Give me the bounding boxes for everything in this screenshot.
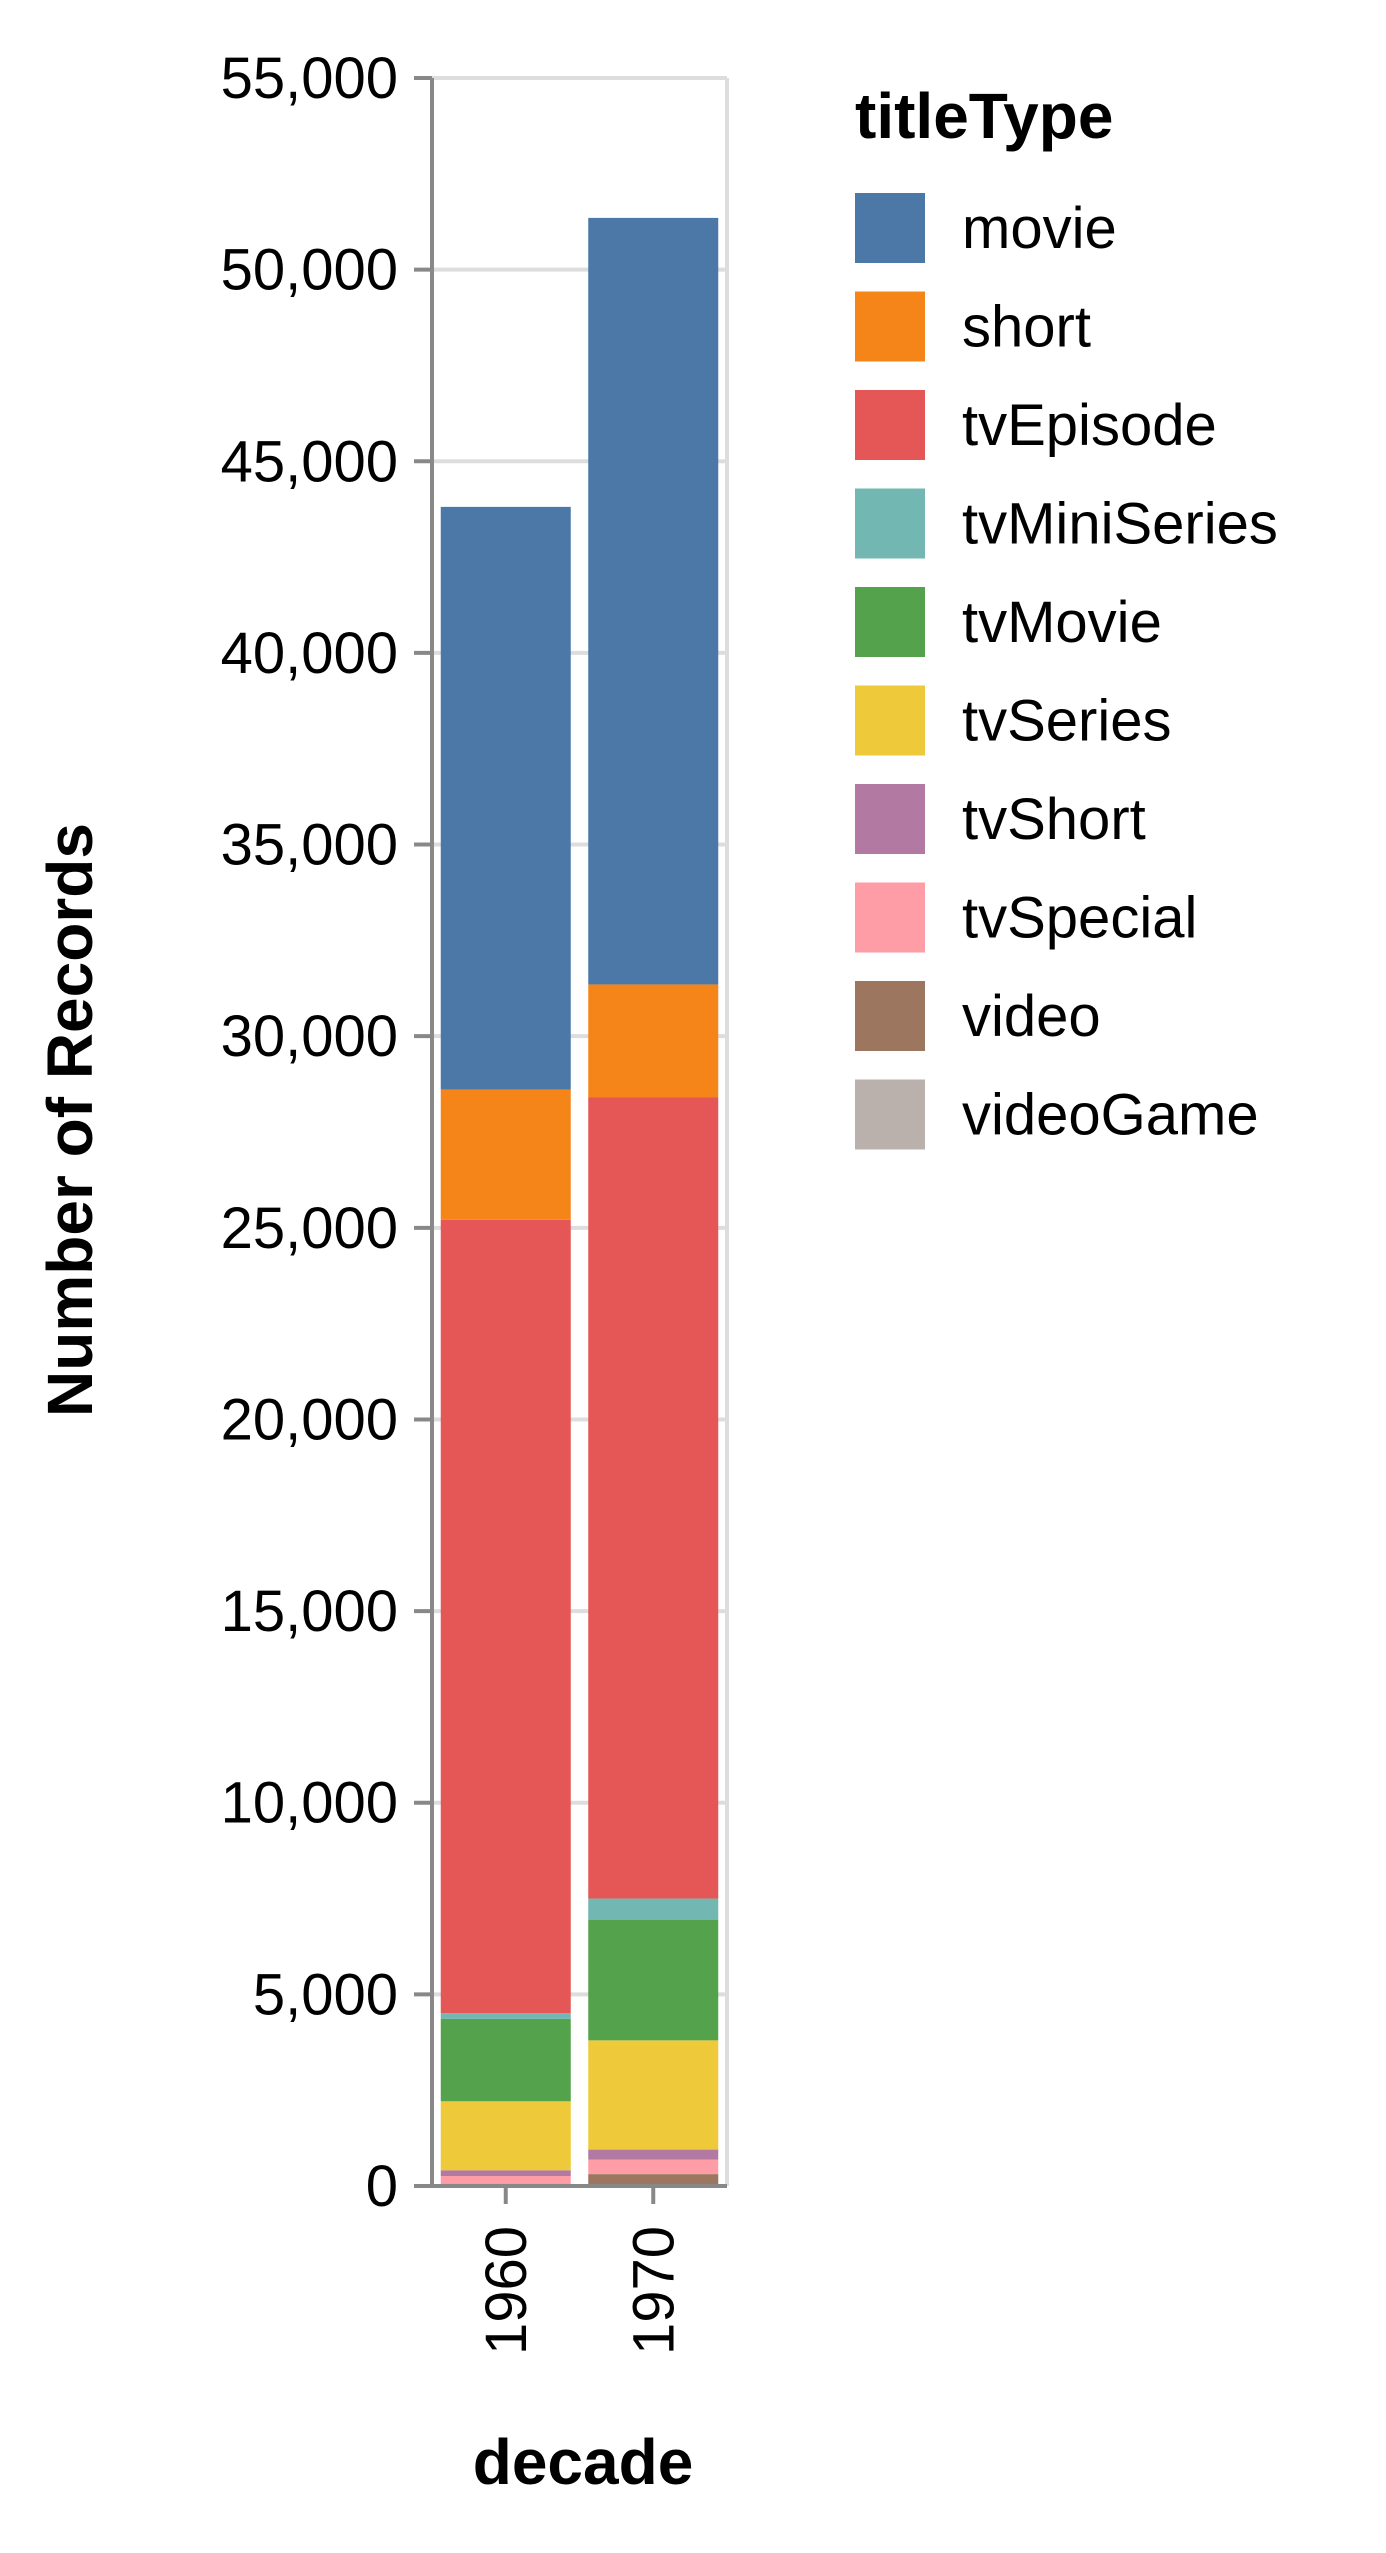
y-tick-label: 40,000 [221,621,398,686]
y-tick-label: 5,000 [253,1962,398,2027]
bar-segment-tvEpisode-1970 [588,1097,719,1899]
y-tick-label: 20,000 [221,1387,398,1452]
legend: titleType movie short tvEpisode tvMiniSerie… [855,80,1278,1150]
bar-segment-tvSeries-1970 [588,2040,719,2150]
y-tick-label: 25,000 [221,1196,398,1261]
legend-label-tvEpisode: tvEpisode [962,393,1217,458]
legend-swatch-tvMovie [855,587,925,657]
y-tick-label: 55,000 [221,46,398,111]
legend-swatch-short [855,291,925,362]
bars [440,217,719,2186]
legend-swatch-tvSeries [855,685,925,756]
y-tick-label: 30,000 [221,1004,398,1069]
x-tick-label: 1960 [474,2226,539,2355]
bar-segment-tvShort-1970 [588,2149,719,2160]
x-axis-title: decade [473,2426,694,2498]
bar-segment-tvSpecial-1960 [440,2176,571,2184]
legend-label-tvSpecial: tvSpecial [962,886,1197,951]
bar-segment-tvEpisode-1960 [440,1219,571,2014]
y-axis-title: Number of Records [34,823,106,1417]
bar-segment-tvMiniSeries-1960 [440,2013,571,2019]
legend-label-videoGame: videoGame [962,1083,1259,1148]
legend-label-movie: movie [962,196,1117,261]
legend-swatch-tvShort [855,784,925,854]
bar-segment-tvSpecial-1970 [588,2159,719,2175]
legend-label-short: short [962,295,1091,360]
bar-segment-tvMovie-1960 [440,2018,571,2102]
legend-label-tvMiniSeries: tvMiniSeries [962,492,1278,557]
y-tick-label: 45,000 [221,429,398,494]
y-tick-label: 0 [366,2154,398,2219]
bar-segment-movie-1970 [588,217,719,985]
bar-segment-movie-1960 [440,506,571,1090]
bar-segment-tvMovie-1970 [588,1919,719,2041]
legend-title: titleType [855,80,1113,152]
legend-swatch-tvSpecial [855,882,925,953]
legend-swatch-tvMiniSeries [855,488,925,559]
y-tick-label: 50,000 [221,238,398,303]
y-tick-label: 10,000 [221,1771,398,1836]
y-tick-label: 15,000 [221,1579,398,1644]
legend-label-tvSeries: tvSeries [962,689,1172,754]
legend-label-tvMovie: tvMovie [962,590,1162,655]
bar-segment-short-1960 [440,1089,571,1220]
bar-segment-tvSeries-1960 [440,2101,571,2171]
y-tick-label: 35,000 [221,813,398,878]
legend-swatch-movie [855,193,925,263]
legend-label-tvShort: tvShort [962,787,1146,852]
bar-segment-tvMiniSeries-1970 [588,1898,719,1920]
legend-swatch-videoGame [855,1079,925,1150]
x-tick-label: 1970 [621,2226,686,2355]
axes: 0 5,000 10,000 15,000 20,000 25,000 30,000 35,0… [221,46,727,2355]
bar-segment-short-1970 [588,984,719,1098]
bar-segment-video-1970 [588,2174,719,2185]
legend-swatch-video [855,981,925,1051]
bar-segment-tvShort-1960 [440,2170,571,2177]
legend-label-video: video [962,984,1101,1049]
legend-swatch-tvEpisode [855,390,925,460]
